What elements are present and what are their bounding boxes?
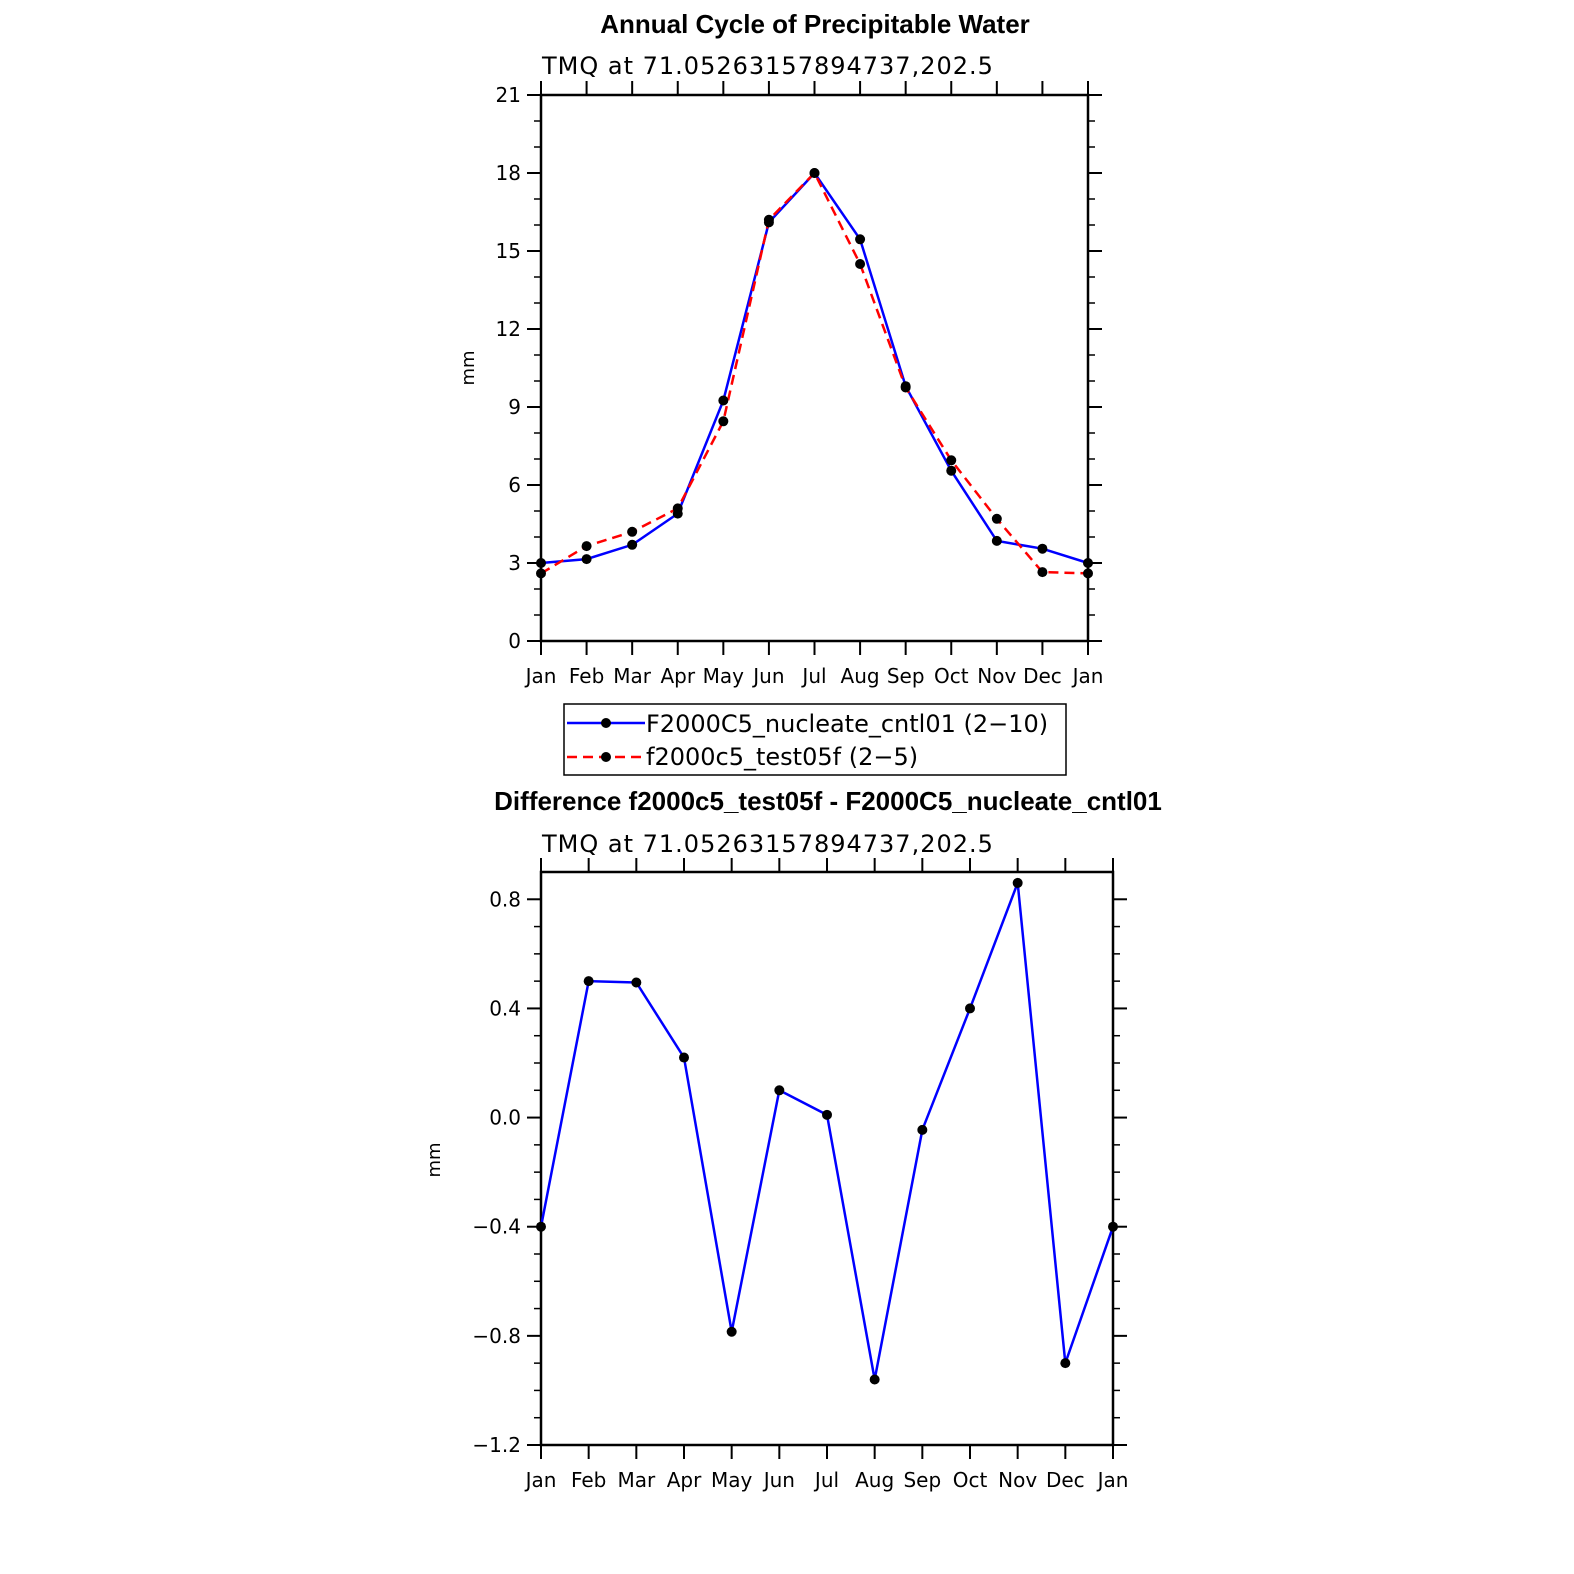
chart2-xtick-label: Mar (617, 1468, 656, 1492)
chart1-ytick-label: 3 (508, 551, 521, 575)
chart1-series-1-point (763, 214, 774, 225)
legend-box (563, 703, 1067, 776)
chart2-xtick-label: Dec (1046, 1468, 1085, 1492)
chart1-axes: Jan Feb Mar Apr May Jun Jul Aug Sep Oct Nov Dec Jan0… (496, 81, 1104, 688)
chart2-title: Difference f2000c5_test05f - F2000C5_nuc… (494, 786, 1162, 816)
chart1-xtick-label: May (703, 664, 745, 688)
chart1-series-1-point (900, 382, 911, 393)
chart2-series-0-point (583, 976, 594, 987)
chart2-xtick-label: Apr (667, 1468, 702, 1492)
chart1-ytick-label: 6 (508, 473, 521, 497)
chart2-series-0-point (679, 1052, 689, 1063)
chart1-xtick-label: Jan (1071, 664, 1104, 688)
chart1-series-1-point (627, 526, 638, 537)
chart1-series-1-point (809, 168, 820, 178)
chart2-y-axis-label: mm (424, 1142, 445, 1177)
chart1-xtick-label: Jun (751, 664, 784, 688)
chart2-xtick-label: May (711, 1468, 753, 1492)
chart2-series-0-point (869, 1374, 880, 1385)
chart1-series-1-point (1083, 568, 1093, 579)
legend-label-test05f: f2000c5_test05f (2−5) (646, 743, 918, 771)
chart2-xtick-label: Jul (813, 1468, 839, 1492)
chart2-axes: Jan Feb Mar Apr May Jun Jul Aug Sep Oct Nov Dec Jan−… (472, 858, 1128, 1492)
chart2-series-0-point (917, 1124, 928, 1135)
chart1-ytick-label: 21 (496, 83, 521, 107)
chart2-series-0-point (726, 1326, 737, 1337)
chart1-xtick-label: Dec (1023, 664, 1062, 688)
chart1-plot-area (536, 168, 1093, 579)
difference-chart: Difference f2000c5_test05f - F2000C5_nuc… (424, 786, 1162, 1492)
chart2-subtitle: TMQ at 71.05263157894737,202.5 (541, 830, 994, 858)
chart1-subtitle: TMQ at 71.05263157894737,202.5 (541, 52, 994, 80)
chart1-ytick-label: 12 (496, 317, 521, 341)
chart1-xtick-label: Apr (660, 664, 695, 688)
chart2-series-0-point (1108, 1221, 1118, 1232)
chart1-series-1-point (1037, 567, 1048, 578)
chart1-series-0-point (946, 465, 957, 476)
chart1-series-0-point (855, 234, 866, 245)
legend-label-cntl01: F2000C5_nucleate_cntl01 (2−10) (646, 710, 1048, 738)
chart2-series-line-0 (539, 882, 1115, 1380)
chart1-xtick-label: Jul (800, 664, 826, 688)
legend-marker-cntl01 (601, 718, 611, 728)
chart1-series-1-point (855, 259, 866, 269)
chart1-series-0-point (581, 554, 592, 565)
chart1-series-0-point (627, 539, 638, 550)
chart1-ytick-label: 18 (496, 161, 521, 185)
chart2-plot-area (536, 877, 1118, 1385)
chart2-series-0-point (1012, 877, 1023, 888)
chart2-xtick-label: Jan (524, 1468, 557, 1492)
chart2-xtick-label: Oct (953, 1468, 988, 1492)
chart2-frame (539, 870, 1115, 1447)
chart1-series-1-point (718, 416, 729, 427)
chart2-xtick-label: Jan (1096, 1468, 1129, 1492)
chart1-series-line-1 (540, 170, 1089, 575)
chart2-ytick-label: −0.4 (472, 1215, 521, 1239)
chart1-xtick-label: Mar (613, 664, 652, 688)
chart1-series-1-point (672, 503, 683, 514)
chart1-series-0-point (1083, 558, 1093, 568)
annual-cycle-chart: Annual Cycle of Precipitable Water TMQ a… (458, 9, 1104, 776)
chart1-series-0-point (718, 395, 729, 406)
chart2-xtick-label: Jun (762, 1468, 795, 1492)
chart1-xtick-label: Aug (841, 664, 880, 688)
chart2-series-0-point (774, 1085, 785, 1096)
chart1-ytick-label: 15 (496, 239, 521, 263)
chart2-ytick-label: 0.8 (489, 887, 521, 911)
chart2-ytick-label: 0.4 (489, 996, 521, 1020)
chart2-series-0-point (536, 1221, 546, 1232)
chart2-xtick-label: Aug (855, 1468, 894, 1492)
chart2-xtick-label: Nov (998, 1468, 1037, 1492)
legend: F2000C5_nucleate_cntl01 (2−10) f2000c5_t… (563, 703, 1067, 776)
chart2-xtick-label: Sep (903, 1468, 941, 1492)
chart1-ytick-label: 9 (508, 395, 521, 419)
chart2-ytick-label: 0.0 (489, 1106, 521, 1130)
chart2-ytick-label: −0.8 (472, 1324, 521, 1348)
chart1-xtick-label: Nov (977, 664, 1016, 688)
chart1-series-1-point (581, 541, 592, 552)
chart1-xtick-label: Feb (569, 664, 604, 688)
chart1-series-0-point (536, 558, 546, 568)
chart2-series-0-point (631, 977, 642, 988)
legend-marker-test05f (601, 752, 611, 762)
chart1-series-1-point (946, 455, 957, 466)
chart2-series-0-point (822, 1109, 832, 1120)
chart1-series-0-point (1037, 543, 1048, 554)
chart2-ytick-label: −1.2 (472, 1433, 521, 1457)
chart1-ytick-label: 0 (508, 629, 521, 653)
chart2-series-0-point (1060, 1358, 1071, 1369)
chart1-series-1-point (536, 568, 546, 579)
chart1-series-line-0 (540, 171, 1089, 565)
chart1-xtick-label: Oct (934, 664, 969, 688)
chart1-xtick-label: Sep (887, 664, 925, 688)
chart2-series-0-point (965, 1003, 975, 1014)
chart1-series-1-point (991, 513, 1002, 524)
chart1-xtick-label: Jan (524, 664, 557, 688)
chart1-title: Annual Cycle of Precipitable Water (600, 9, 1030, 39)
chart2-xtick-label: Feb (571, 1468, 606, 1492)
chart1-y-axis-label: mm (458, 350, 479, 385)
chart1-series-0-point (991, 535, 1002, 546)
